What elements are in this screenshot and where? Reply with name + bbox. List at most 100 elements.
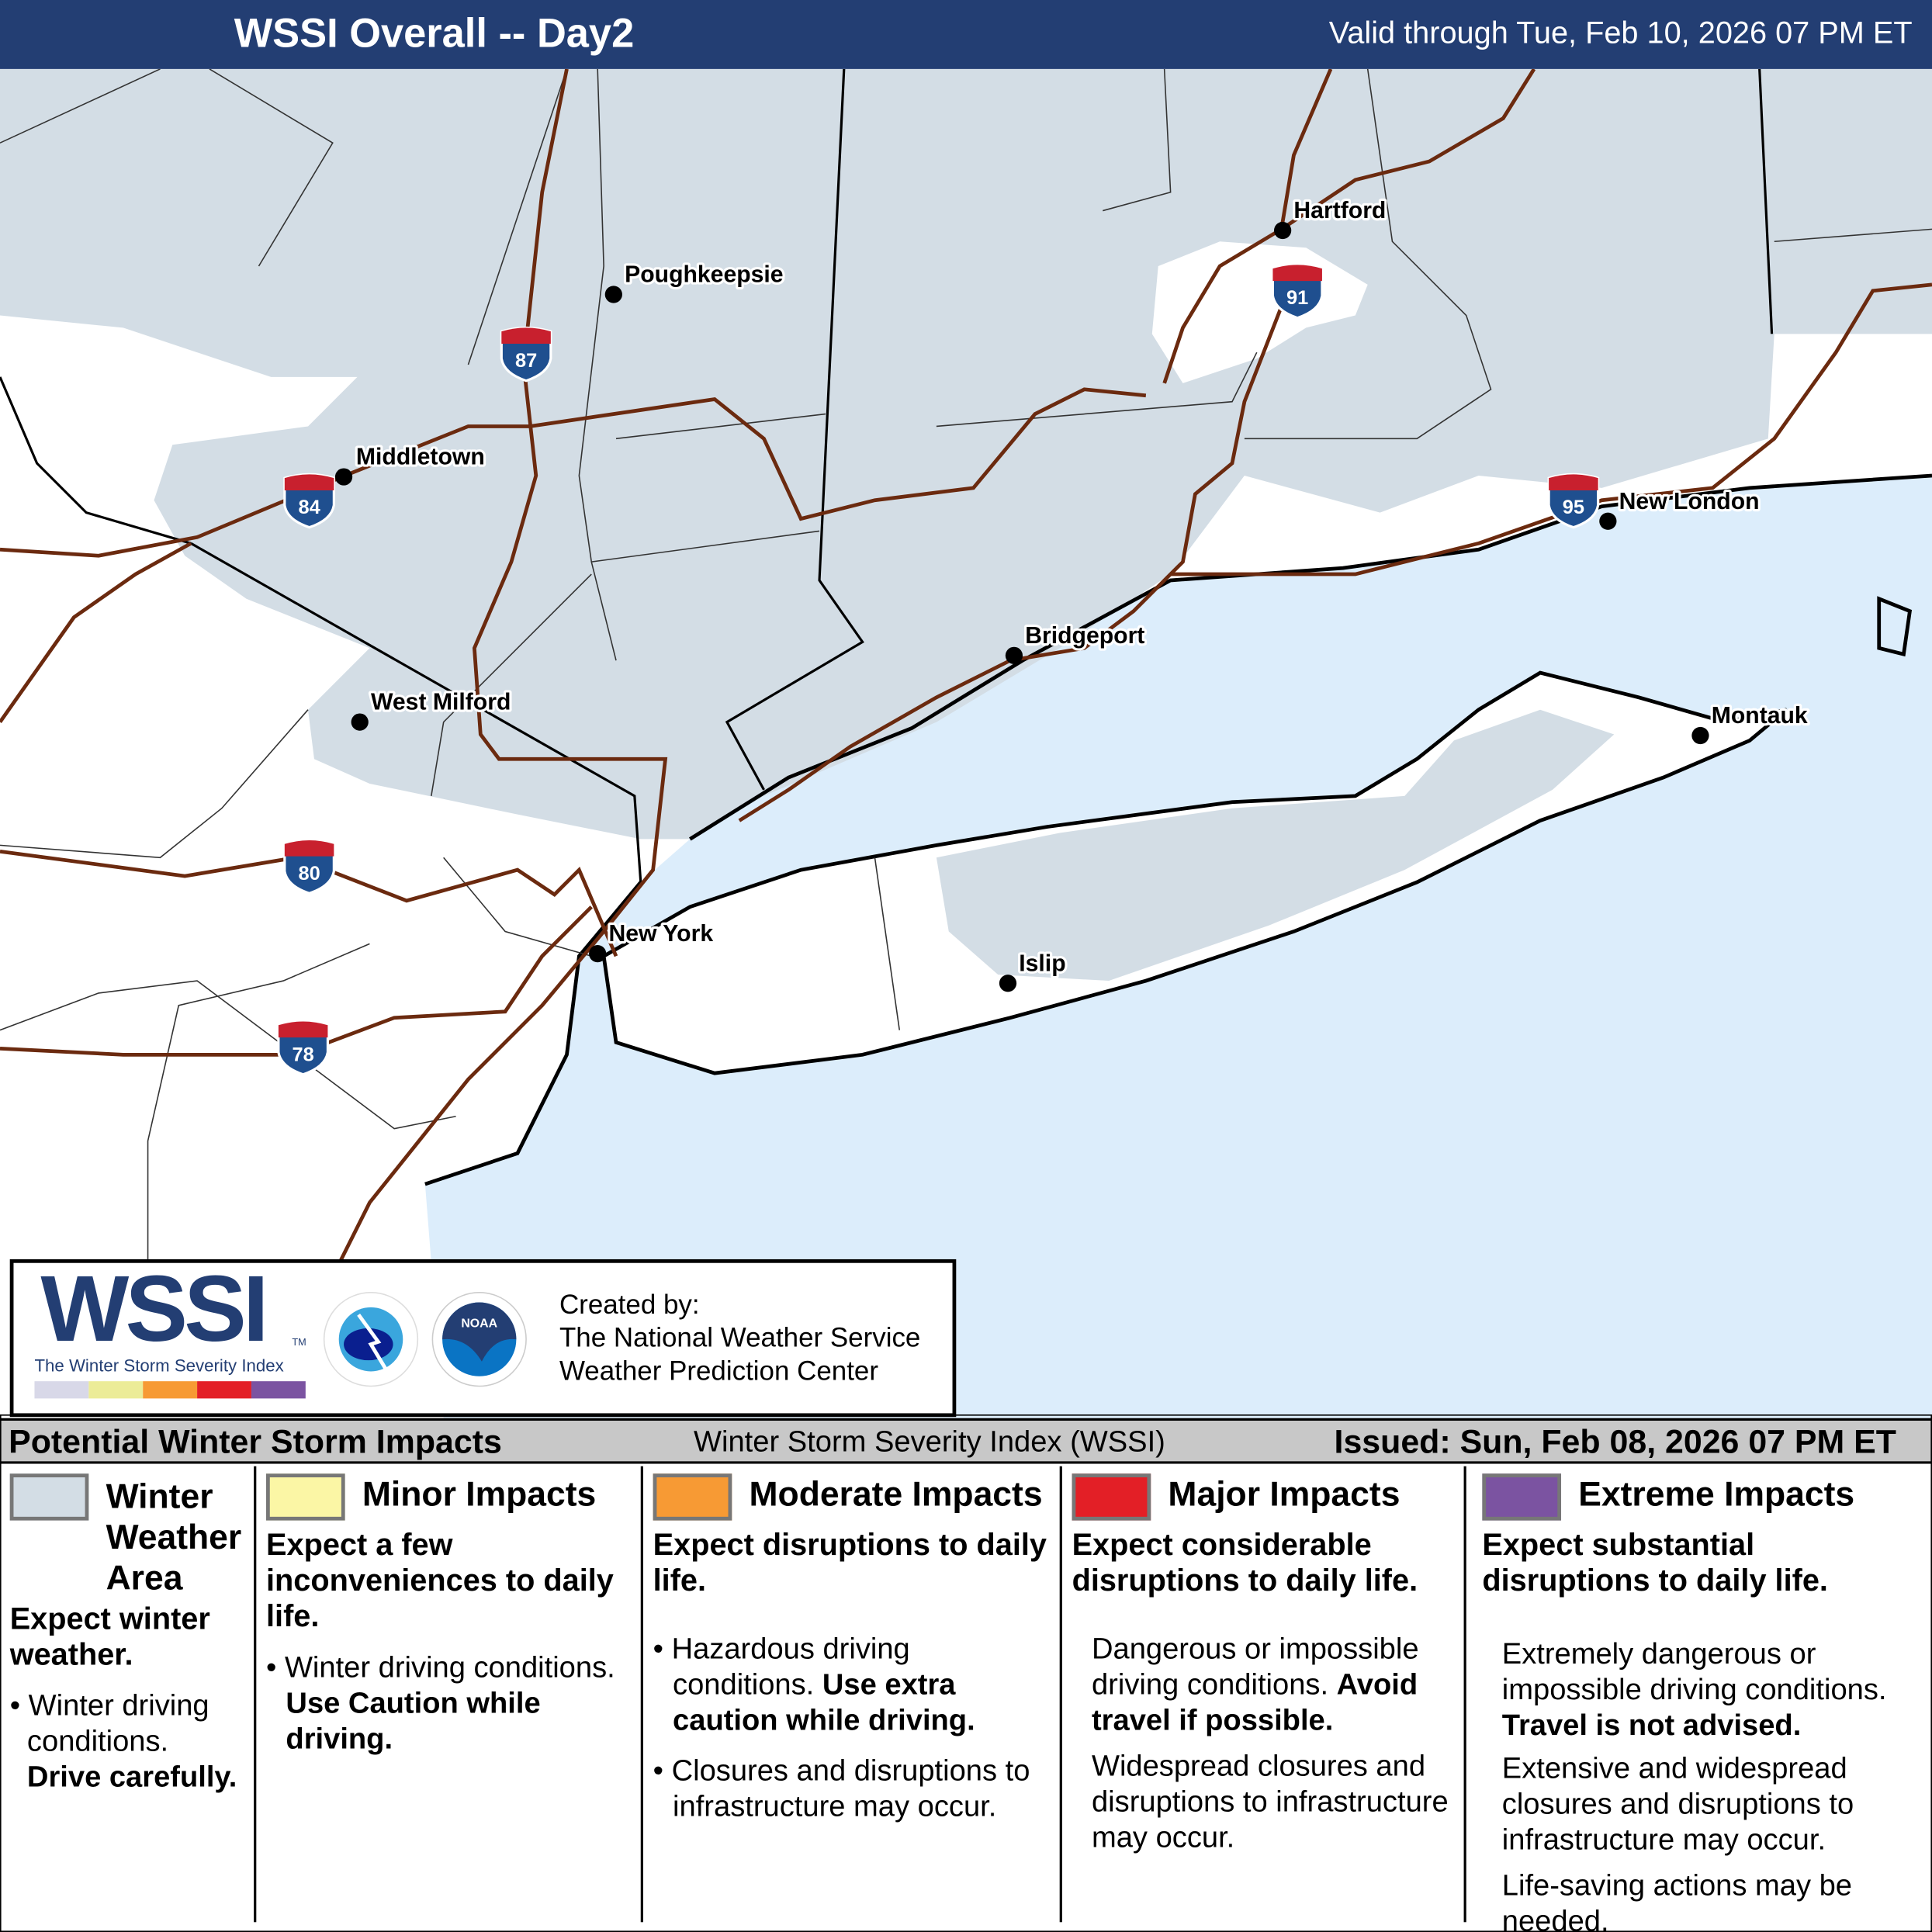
creator-nws: The National Weather Service — [559, 1321, 921, 1353]
city-label: Hartford — [1293, 198, 1386, 223]
scale-bar-winter — [34, 1381, 89, 1399]
bullet-bold: Travel is not advised. — [1501, 1709, 1802, 1743]
category-name: Winter Weather Area — [106, 1477, 242, 1598]
city-montauk: Montauk — [1691, 701, 1810, 745]
wssi-logo-subtitle: The Winter Storm Severity Index — [34, 1355, 284, 1376]
wssi-color-scale — [34, 1381, 306, 1399]
city-dot-icon — [1599, 512, 1617, 530]
city-dot-icon — [351, 713, 369, 731]
legend-major: Major Impacts Expect considerable disrup… — [1072, 1473, 1460, 1855]
interstate-80-shield-icon: 80 — [283, 839, 335, 895]
interstate-shields: 87 84 91 95 80 78 — [277, 263, 1600, 1076]
bullet-bold: Use Caution while driving. — [286, 1686, 541, 1756]
bullet: Hazardous driving conditions. — [671, 1633, 910, 1702]
created-by: Created by: The National Weather Service… — [559, 1287, 920, 1387]
noaa-logo-icon: NOAA — [431, 1292, 527, 1387]
city-dot-icon — [1005, 646, 1023, 664]
category-name: Extreme Impacts — [1578, 1474, 1855, 1514]
bullet-bold: Use extra caution while driving. — [673, 1668, 975, 1738]
city-dot-icon — [334, 468, 353, 486]
city-hartford: Hartford — [1274, 196, 1389, 240]
interstate-number: 87 — [515, 350, 537, 372]
impact-map: 87 84 91 95 80 78 Hartford Poughkeepsie Middlet… — [0, 68, 1932, 1418]
legend-extreme: Extreme Impacts Expect substantial disru… — [1482, 1473, 1926, 1932]
agency-logos: NOAA — [323, 1292, 527, 1387]
swatch-winter — [9, 1473, 89, 1521]
wssi-logo: WSSI — [40, 1256, 268, 1362]
trademark: TM — [292, 1336, 306, 1349]
category-summary: Expect substantial disruptions to daily … — [1482, 1528, 1828, 1598]
interstate-91-shield-icon: 91 — [1271, 263, 1324, 320]
scale-bar-extreme — [251, 1381, 306, 1399]
category-name: Major Impacts — [1168, 1474, 1401, 1514]
legend-moderate: Moderate Impacts Expect disruptions to d… — [653, 1473, 1054, 1825]
header-bar: WSSI Overall -- Day2 Valid through Tue, … — [0, 0, 1932, 69]
divider — [1059, 1466, 1062, 1923]
created-by-label: Created by: — [559, 1289, 700, 1320]
city-dot-icon — [604, 286, 622, 303]
city-dot-icon — [1691, 726, 1709, 745]
scale-bar-minor — [88, 1381, 144, 1399]
divider — [1463, 1466, 1466, 1923]
divider — [640, 1466, 643, 1923]
city-poughkeepsie: Poughkeepsie — [604, 259, 786, 303]
city-dot-icon — [589, 945, 607, 963]
state-boundaries — [0, 68, 1774, 883]
nws-logo-icon — [323, 1292, 419, 1387]
category-name: Moderate Impacts — [749, 1474, 1043, 1514]
map-title: WSSI Overall -- Day2 — [234, 9, 635, 56]
interstate-roads — [0, 68, 1932, 1303]
scale-bar-major — [197, 1381, 251, 1399]
legend-title: Potential Winter Storm Impacts — [9, 1423, 502, 1460]
legend-winter-weather: Winter Weather Area Expect winter weathe… — [9, 1473, 254, 1795]
legend-header: Potential Winter Storm Impacts Winter St… — [0, 1418, 1932, 1464]
bullet: Widespread closures and disruptions to i… — [1091, 1749, 1449, 1854]
bullet: Dangerous or impossible driving conditio… — [1091, 1633, 1419, 1702]
category-name: Minor Impacts — [362, 1474, 597, 1514]
bullet: Extremely dangerous or impossible drivin… — [1501, 1637, 1887, 1707]
interstate-number: 78 — [293, 1044, 314, 1065]
bullet: Life-saving actions may be needed. — [1501, 1869, 1853, 1932]
bullet: Closures and disruptions to infrastructu… — [671, 1754, 1030, 1824]
city-west-milford: West Milford — [351, 687, 514, 731]
interstate-number: 95 — [1563, 497, 1584, 518]
noaa-text: NOAA — [461, 1317, 497, 1330]
winter-weather-area — [0, 68, 1932, 840]
interstate-number: 84 — [298, 497, 320, 518]
valid-time: Valid through Tue, Feb 10, 2026 07 PM ET — [1328, 16, 1913, 51]
city-markers: Hartford Poughkeepsie Middletown New London… — [334, 196, 1810, 992]
city-bridgeport: Bridgeport — [1005, 621, 1148, 664]
bullet: Extensive and widespread closures and di… — [1501, 1752, 1854, 1858]
interstate-number: 91 — [1286, 287, 1308, 309]
category-summary: Expect disruptions to daily life. — [653, 1528, 1047, 1598]
interstate-87-shield-icon: 87 — [500, 326, 552, 383]
city-label: Poughkeepsie — [625, 262, 783, 288]
swatch-major — [1072, 1473, 1151, 1521]
category-summary: Expect considerable disruptions to daily… — [1072, 1528, 1418, 1598]
bullet: Winter driving conditions. — [26, 1689, 209, 1759]
city-dot-icon — [1274, 221, 1292, 240]
city-dot-icon — [999, 975, 1017, 992]
city-label: West Milford — [371, 690, 511, 715]
wssi-logo-box: WSSI TM The Winter Storm Severity Index … — [9, 1256, 957, 1418]
bullet: Winter driving conditions. — [284, 1650, 615, 1684]
county-boundaries — [0, 68, 1932, 1301]
bullet-bold: Drive carefully. — [26, 1761, 237, 1795]
category-summary: Expect a few inconveniences to daily lif… — [266, 1528, 614, 1634]
legend-index-name: Winter Storm Severity Index (WSSI) — [694, 1425, 1165, 1459]
interstate-number: 80 — [298, 863, 320, 885]
city-label: Bridgeport — [1025, 623, 1144, 649]
swatch-extreme — [1482, 1473, 1562, 1521]
legend-minor: Minor Impacts Expect a few inconvenience… — [266, 1473, 635, 1757]
interstate-95-shield-icon: 95 — [1547, 473, 1600, 529]
divider — [254, 1466, 257, 1923]
long-island-winter-area — [936, 709, 1615, 982]
issued-time: Issued: Sun, Feb 08, 2026 07 PM ET — [1334, 1423, 1896, 1460]
city-label: Montauk — [1712, 703, 1808, 729]
city-new-york: New York — [589, 919, 716, 963]
interstate-84-shield-icon: 84 — [283, 473, 335, 529]
city-new-london: New London — [1599, 486, 1762, 530]
swatch-minor — [266, 1473, 345, 1521]
category-summary: Expect winter weather. — [9, 1601, 210, 1672]
